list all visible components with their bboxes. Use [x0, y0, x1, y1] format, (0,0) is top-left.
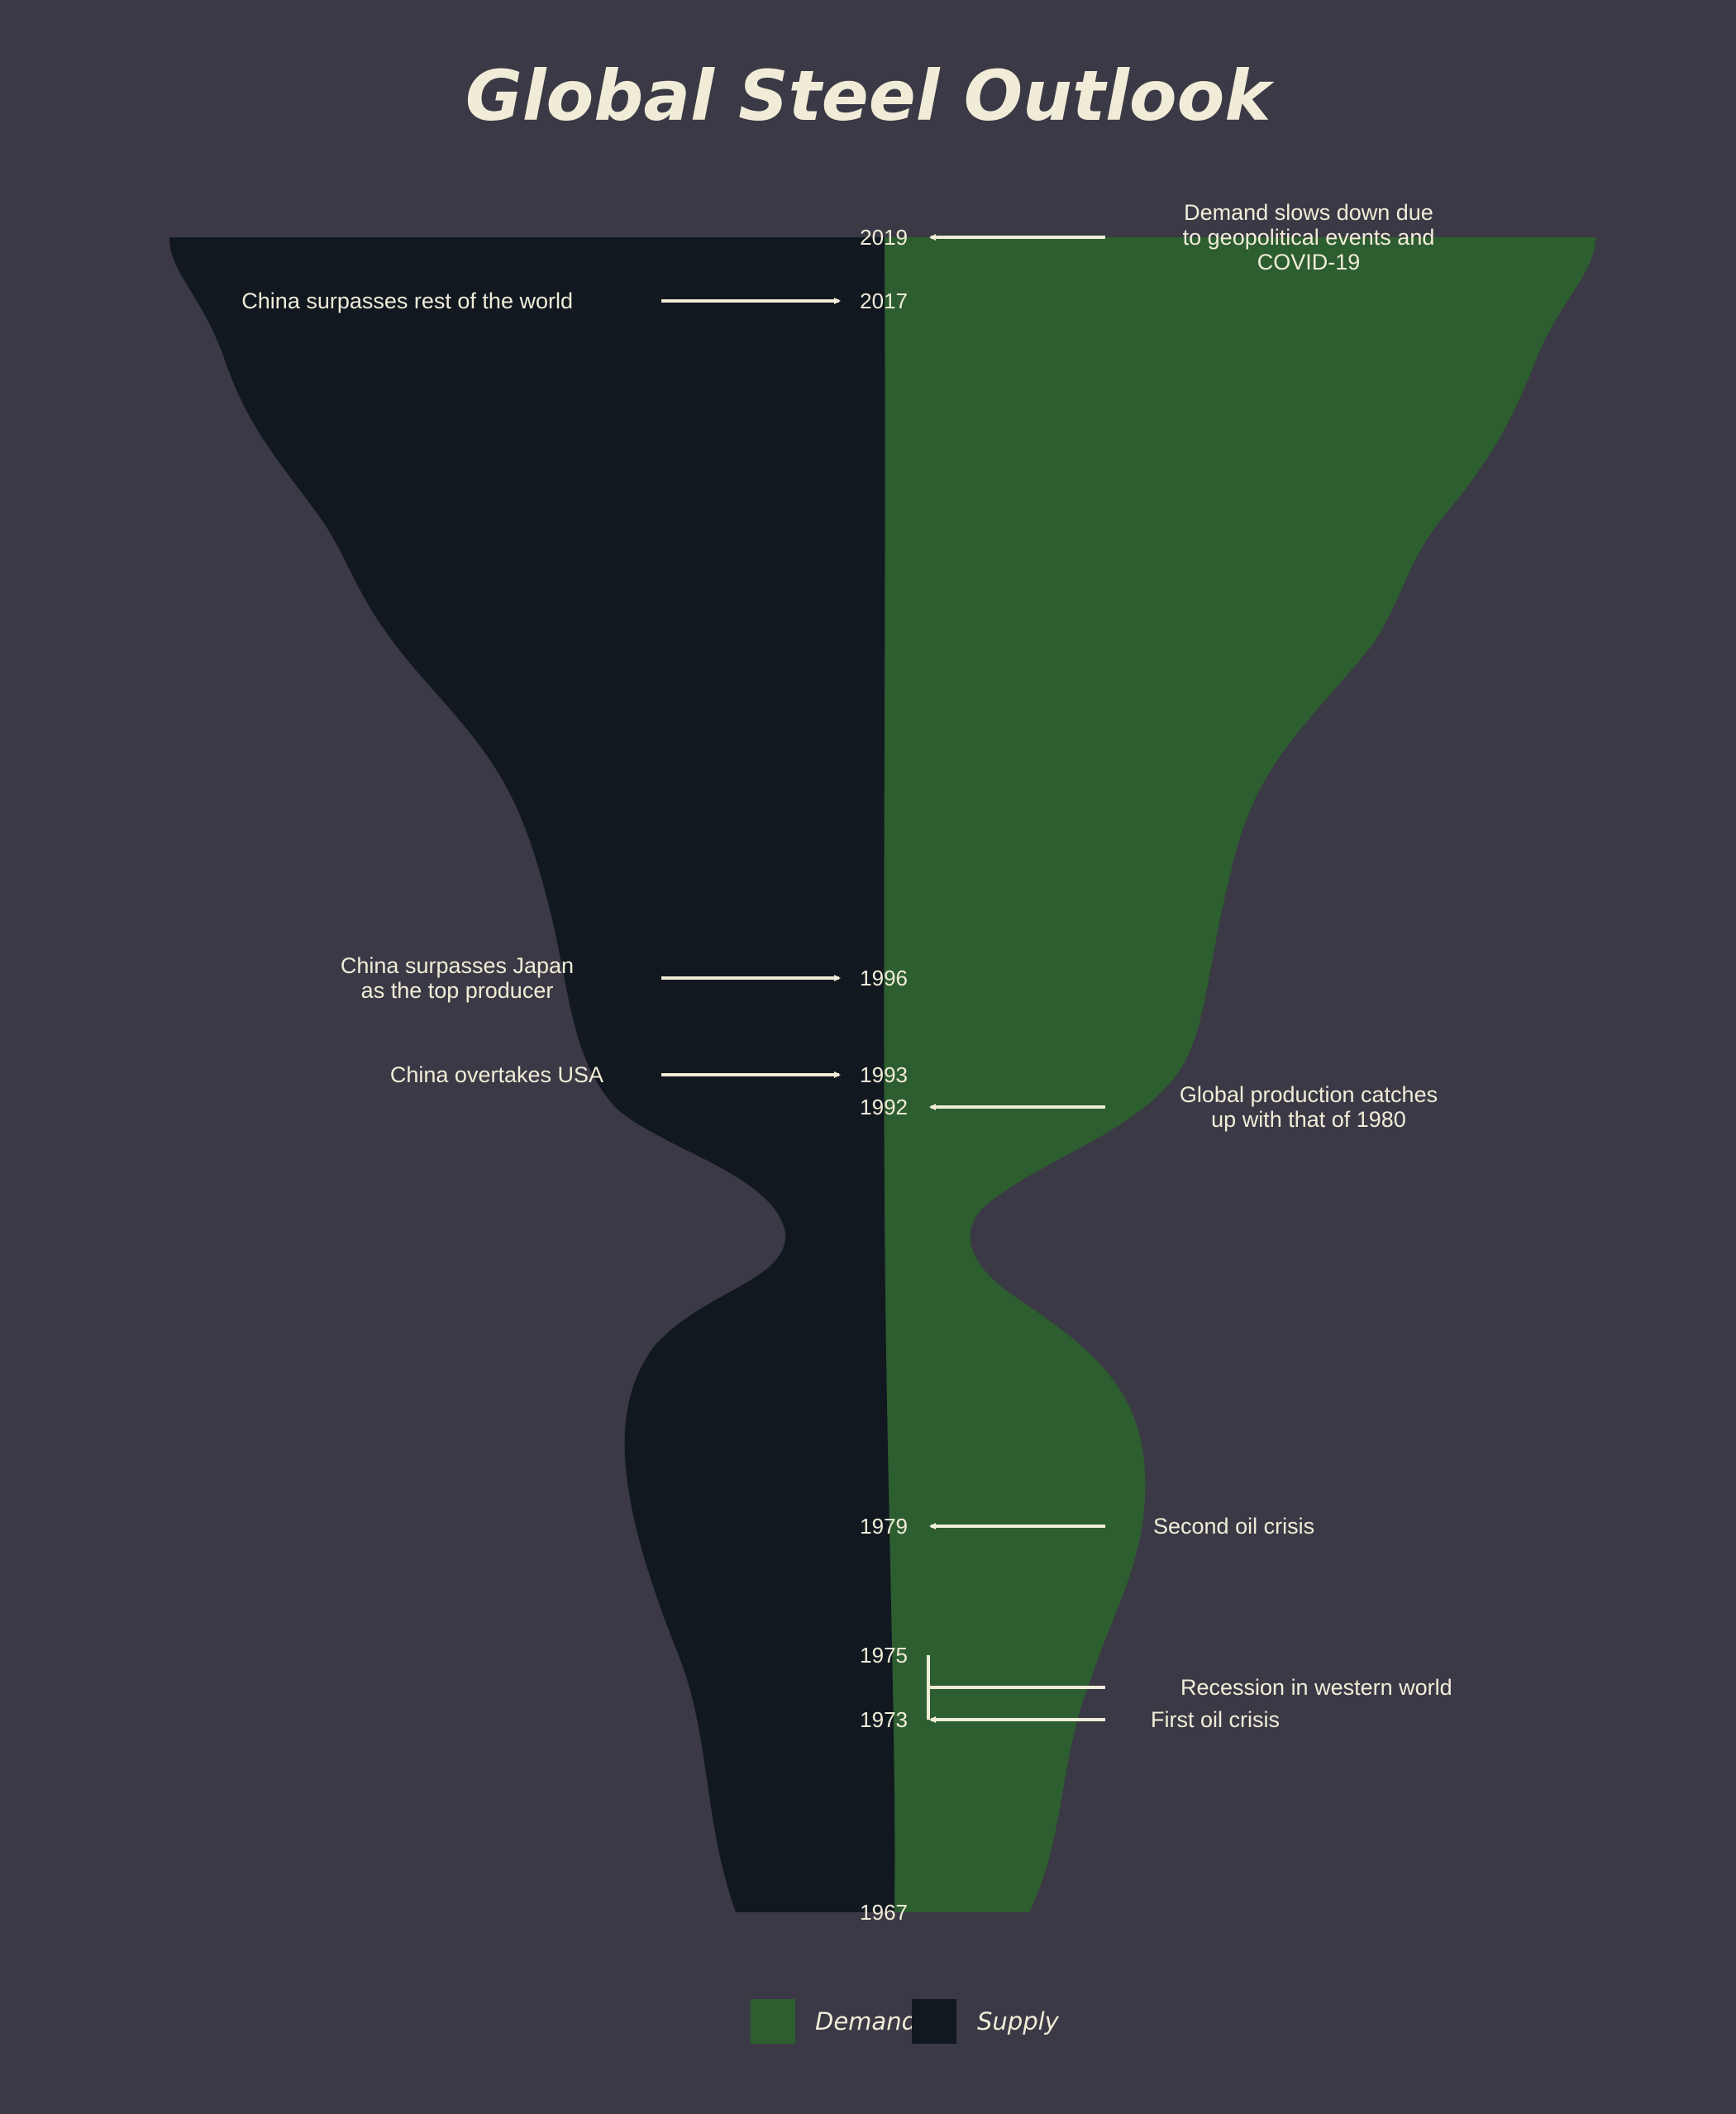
annotation-right-1973: First oil crisis: [929, 1707, 1280, 1732]
legend-demand-label: Demand: [815, 2007, 918, 2035]
annotation-text-1979: Second oil crisis: [1153, 1514, 1314, 1539]
year-label-1993: 1993: [860, 1062, 908, 1087]
annotation-text-1996: as the top producer: [361, 978, 554, 1003]
supply-area: [169, 237, 895, 1912]
annotation-text-1996: China surpasses Japan: [341, 953, 574, 978]
year-label-1992: 1992: [860, 1095, 908, 1119]
year-label-1973: 1973: [860, 1707, 908, 1732]
chart-title: Global Steel Outlook: [465, 55, 1276, 136]
year-label-1979: 1979: [860, 1514, 908, 1539]
legend-supply-label: Supply: [977, 2007, 1060, 2035]
demand-area: [884, 237, 1595, 1912]
annotation-right-1975: Recession in western world: [927, 1655, 1452, 1720]
annotation-text-2017: China surpasses rest of the world: [241, 289, 573, 313]
annotation-text-2019: COVID-19: [1257, 250, 1361, 274]
legend: Demand Supply: [751, 1999, 1060, 2044]
annotation-text-1992: up with that of 1980: [1211, 1107, 1406, 1132]
legend-supply-swatch: [912, 1999, 956, 2044]
annotation-text-1975: Recession in western world: [1180, 1675, 1452, 1700]
year-label-1975: 1975: [860, 1643, 908, 1668]
annotation-text-1973: First oil crisis: [1151, 1707, 1280, 1732]
year-label-2017: 2017: [860, 289, 908, 313]
year-label-2019: 2019: [860, 225, 908, 250]
year-label-1967: 1967: [860, 1900, 908, 1925]
annotation-left-2017: China surpasses rest of the world: [241, 289, 841, 313]
legend-demand-swatch: [751, 1999, 795, 2044]
annotation-text-1993: China overtakes USA: [390, 1062, 603, 1087]
annotation-left-1993: China overtakes USA: [390, 1062, 841, 1087]
annotation-text-2019: to geopolitical events and: [1183, 225, 1435, 250]
year-label-1996: 1996: [860, 966, 908, 990]
annotations: China surpasses rest of the world China s…: [241, 200, 1452, 1732]
annotation-right-1979: Second oil crisis: [929, 1514, 1314, 1539]
annotation-text-1992: Global production catches: [1180, 1082, 1438, 1107]
year-labels: 1967 1973 1975 1979 1992 1993 1996 2017 2019: [860, 225, 908, 1925]
annotation-text-2019: Demand slows down due: [1184, 200, 1433, 225]
